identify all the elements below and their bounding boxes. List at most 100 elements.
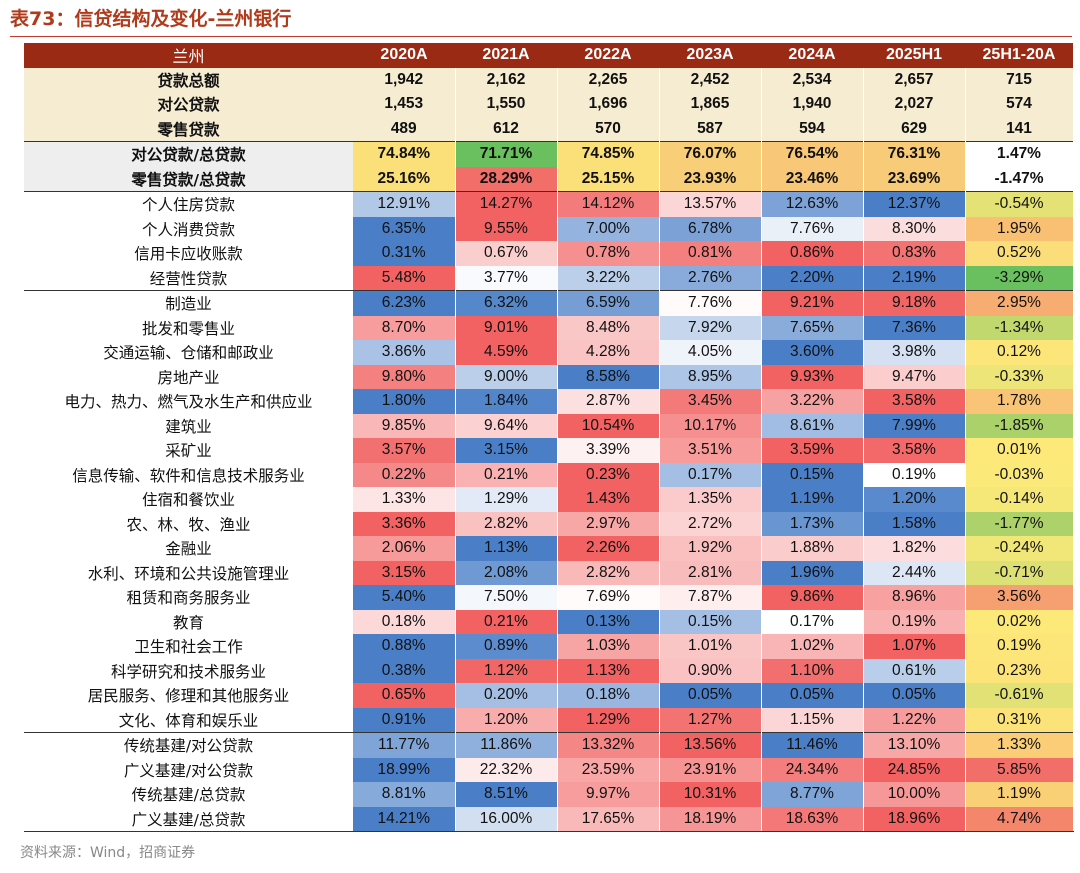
table-cell: 0.91% bbox=[353, 707, 456, 733]
table-cell: 12.63% bbox=[761, 191, 864, 217]
table-cell: 1.13% bbox=[557, 658, 660, 683]
table-row: 经营性贷款 5.48% 3.77% 3.22% 2.76% 2.20% 2.19% -3.29… bbox=[24, 265, 1074, 291]
table-cell: 6.59% bbox=[557, 290, 660, 316]
table-cell: 0.21% bbox=[455, 462, 558, 487]
table-cell: 1.12% bbox=[455, 658, 558, 683]
table-cell: 23.59% bbox=[557, 757, 660, 782]
table-cell: 1.03% bbox=[557, 634, 660, 659]
row-label: 居民服务、修理和其他服务业 bbox=[87, 687, 290, 706]
table-cell: 4.05% bbox=[659, 340, 762, 365]
table-cell: 6.32% bbox=[455, 290, 558, 316]
table-cell: 1.95% bbox=[965, 216, 1074, 241]
table-cell: 3.86% bbox=[353, 340, 456, 365]
table-row: 住宿和餐饮业 1.33% 1.29% 1.43% 1.35% 1.19% 1.20% -0.1… bbox=[24, 487, 1074, 512]
table-cell: 76.07% bbox=[659, 141, 762, 167]
table-row: 广义基建/总贷款 14.21% 16.00% 17.65% 18.19% 18.63% 18… bbox=[24, 806, 1074, 832]
table-cell: 9.97% bbox=[557, 782, 660, 807]
table-cell: -3.29% bbox=[965, 265, 1074, 291]
table-cell: 0.31% bbox=[353, 241, 456, 266]
table-cell: 1.58% bbox=[863, 511, 966, 536]
table-row: 金融业 2.06% 1.13% 2.26% 1.92% 1.88% 1.82% -0.24% bbox=[24, 536, 1074, 561]
table-body: 贷款总额 1,942 2,162 2,265 2,452 2,534 2,657 715 对公贷… bbox=[24, 67, 1074, 832]
row-label: 对公贷款/总贷款 bbox=[24, 141, 353, 167]
table-cell: 0.18% bbox=[353, 609, 456, 634]
table-cell: 11.77% bbox=[353, 732, 456, 758]
row-label: 交通运输、仓储和邮政业 bbox=[103, 344, 274, 363]
table-cell: 10.31% bbox=[659, 782, 762, 807]
table-row: 教育 0.18% 0.21% 0.13% 0.15% 0.17% 0.19% 0.02% bbox=[24, 609, 1074, 634]
table-row: 贷款总额 1,942 2,162 2,265 2,452 2,534 2,657 715 bbox=[24, 67, 1074, 92]
table-row: 租赁和商务服务业 5.40% 7.50% 7.69% 7.87% 9.86% 8.96% 3.… bbox=[24, 585, 1074, 610]
table-cell: 1.29% bbox=[557, 707, 660, 733]
table-cell: 8.77% bbox=[761, 782, 864, 807]
table-cell: 5.48% bbox=[353, 265, 456, 291]
table-cell: 574 bbox=[965, 92, 1074, 117]
table-cell: 0.17% bbox=[761, 609, 864, 634]
table-cell: 2,265 bbox=[557, 67, 660, 92]
header-col-2025h1: 2025H1 bbox=[863, 43, 965, 68]
table-row: 居民服务、修理和其他服务业 0.65% 0.20% 0.18% 0.05% 0.05% 0.… bbox=[24, 683, 1074, 708]
table-cell: 2.06% bbox=[353, 536, 456, 561]
source-note: 资料来源：Wind，招商证券 bbox=[20, 845, 196, 861]
table-cell: 570 bbox=[557, 116, 660, 142]
table-cell: 0.65% bbox=[353, 683, 456, 708]
table-cell: 25.15% bbox=[557, 166, 660, 192]
table-cell: 1.33% bbox=[965, 732, 1074, 758]
table-row: 制造业 6.23% 6.32% 6.59% 7.76% 9.21% 9.18% 2.95% bbox=[24, 290, 1074, 316]
row-label: 制造业 bbox=[24, 290, 353, 316]
table-cell: 7.99% bbox=[863, 413, 966, 438]
table-cell: 1.13% bbox=[455, 536, 558, 561]
table-cell: 0.90% bbox=[659, 658, 762, 683]
row-label: 信用卡应收账款 bbox=[134, 245, 243, 264]
table-cell: 0.78% bbox=[557, 241, 660, 266]
table-cell: 5.85% bbox=[965, 757, 1074, 782]
table-cell: 594 bbox=[761, 116, 864, 142]
table-cell: 1.19% bbox=[965, 782, 1074, 807]
table-cell: 9.00% bbox=[455, 364, 558, 389]
table-cell: 16.00% bbox=[455, 806, 558, 832]
table-cell: 612 bbox=[455, 116, 558, 142]
header-label: 兰州 bbox=[24, 43, 353, 68]
header-row: 兰州 2020A 2021A 2022A 2023A 2024A 2025H1 … bbox=[24, 43, 1073, 68]
table-cell: 6.23% bbox=[353, 290, 456, 316]
table-row: 零售贷款/总贷款 25.16% 28.29% 25.15% 23.93% 23.46% 23… bbox=[24, 166, 1074, 192]
row-label: 传统基建/对公贷款 bbox=[24, 732, 353, 758]
table-cell: 2.76% bbox=[659, 265, 762, 291]
table-cell: 76.31% bbox=[863, 141, 966, 167]
table-cell: 141 bbox=[965, 116, 1074, 142]
row-label: 广义基建/对公贷款 bbox=[123, 761, 254, 780]
table-cell: 9.80% bbox=[353, 364, 456, 389]
table-cell: 0.01% bbox=[965, 438, 1074, 463]
table-cell: 0.13% bbox=[557, 609, 660, 634]
table-cell: 11.86% bbox=[455, 732, 558, 758]
table-cell: 18.96% bbox=[863, 806, 966, 832]
table-cell: 9.85% bbox=[353, 413, 456, 438]
table-cell: 0.15% bbox=[659, 609, 762, 634]
row-label: 个人消费贷款 bbox=[141, 220, 235, 239]
row-label: 贷款总额 bbox=[24, 67, 353, 92]
table-cell: 2.97% bbox=[557, 511, 660, 536]
table-cell: 3.22% bbox=[557, 265, 660, 291]
table-cell: 9.86% bbox=[761, 585, 864, 610]
header-col-2023a: 2023A bbox=[659, 43, 761, 68]
table-row: 采矿业 3.57% 3.15% 3.39% 3.51% 3.59% 3.58% 0.01% bbox=[24, 438, 1074, 463]
row-label: 文化、体育和娱乐业 bbox=[118, 711, 259, 730]
table-cell: 0.19% bbox=[863, 609, 966, 634]
table-cell: 24.85% bbox=[863, 757, 966, 782]
row-label: 对公贷款 bbox=[24, 92, 353, 117]
table-cell: 2,452 bbox=[659, 67, 762, 92]
table-cell: -1.85% bbox=[965, 413, 1074, 438]
table-cell: 629 bbox=[863, 116, 966, 142]
table-cell: 1.92% bbox=[659, 536, 762, 561]
table-cell: 0.21% bbox=[455, 609, 558, 634]
table-cell: 3.58% bbox=[863, 438, 966, 463]
row-label: 农、林、牧、渔业 bbox=[126, 515, 251, 534]
table-cell: 3.58% bbox=[863, 389, 966, 414]
table-cell: 3.98% bbox=[863, 340, 966, 365]
table-cell: 3.60% bbox=[761, 340, 864, 365]
table-cell: -1.47% bbox=[965, 166, 1074, 192]
table-cell: 1.01% bbox=[659, 634, 762, 659]
table-cell: 2.87% bbox=[557, 389, 660, 414]
table-cell: 0.02% bbox=[965, 609, 1074, 634]
table-cell: 8.30% bbox=[863, 216, 966, 241]
